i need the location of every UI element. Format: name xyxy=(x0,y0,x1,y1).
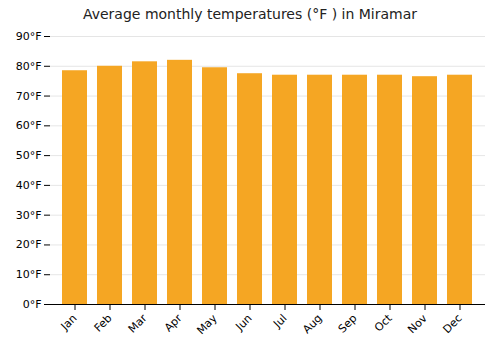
svg-text:0°F: 0°F xyxy=(23,298,42,311)
svg-text:50°F: 50°F xyxy=(16,149,42,162)
svg-text:Aug: Aug xyxy=(300,312,324,336)
svg-text:Oct: Oct xyxy=(372,311,395,334)
svg-text:Sep: Sep xyxy=(336,312,360,336)
svg-text:80°F: 80°F xyxy=(16,60,42,73)
svg-text:Jul: Jul xyxy=(270,312,289,331)
svg-text:May: May xyxy=(194,311,220,337)
svg-text:20°F: 20°F xyxy=(16,238,42,251)
svg-text:Feb: Feb xyxy=(92,312,115,335)
svg-text:60°F: 60°F xyxy=(16,119,42,132)
svg-text:Dec: Dec xyxy=(440,312,464,336)
svg-text:70°F: 70°F xyxy=(16,90,42,103)
svg-text:10°F: 10°F xyxy=(16,268,42,281)
html-text:Average monthly temperatures (: Average monthly temperatures (°F ) in Mi… xyxy=(82,6,418,22)
svg-text:Jan: Jan xyxy=(58,312,80,334)
svg-text:Nov: Nov xyxy=(405,311,430,336)
svg-text:90°F: 90°F xyxy=(16,30,42,43)
svg-text:Apr: Apr xyxy=(162,311,185,334)
svg-text:30°F: 30°F xyxy=(16,209,42,222)
svg-text:Jun: Jun xyxy=(233,312,255,334)
svg-text:Mar: Mar xyxy=(126,311,150,335)
svg-text:40°F: 40°F xyxy=(16,179,42,192)
